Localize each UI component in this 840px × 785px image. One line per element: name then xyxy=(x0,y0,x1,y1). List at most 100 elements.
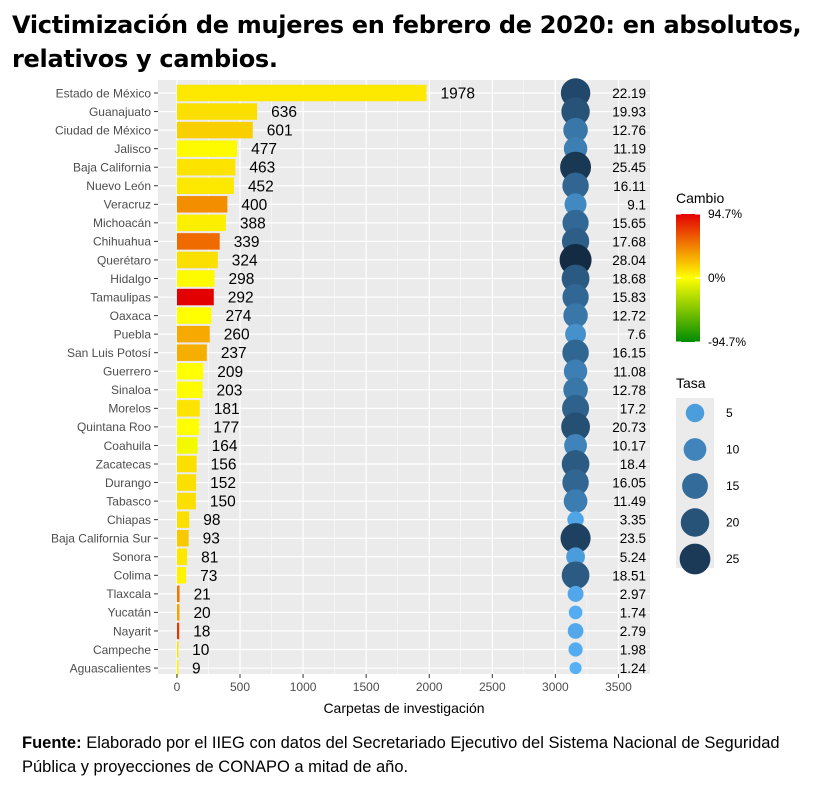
bar-value-label: 98 xyxy=(203,512,220,529)
rate-dot xyxy=(566,547,585,567)
rate-value-label: 20.73 xyxy=(612,420,646,435)
bar-value-label: 150 xyxy=(210,494,236,511)
y-tick-label: Sonora xyxy=(112,550,151,564)
bar-value-label: 156 xyxy=(211,457,237,474)
rate-value-label: 28.04 xyxy=(612,253,646,268)
y-tick-label: Jalisco xyxy=(114,142,151,156)
rate-dots xyxy=(559,78,592,675)
y-tick-label: Coahuila xyxy=(104,439,152,453)
chart-title: Victimización de mujeres en febrero de 2… xyxy=(12,11,802,73)
y-tick-label: Estado de México xyxy=(56,86,152,100)
rate-value-label: 16.15 xyxy=(612,346,646,361)
rate-value-label: 22.19 xyxy=(612,86,646,101)
rate-value-label: 16.05 xyxy=(612,476,646,491)
rate-value-label: 15.65 xyxy=(612,216,646,231)
y-tick-label: Nayarit xyxy=(113,624,152,638)
y-tick-label: Michoacán xyxy=(93,216,151,230)
rate-dot xyxy=(563,117,588,143)
y-tick-label: Guerrero xyxy=(103,365,151,379)
rate-dot xyxy=(561,561,590,590)
change-legend: Cambio 94.7% 0% -94.7% xyxy=(676,190,746,349)
rate-dot xyxy=(567,585,584,602)
bar xyxy=(176,585,180,603)
rate-dot xyxy=(562,172,589,199)
rate-dot xyxy=(562,339,589,366)
rate-dot xyxy=(560,523,591,554)
y-tick-label: Puebla xyxy=(114,327,152,341)
y-tick-label: Morelos xyxy=(108,402,151,416)
rate-dot xyxy=(568,605,583,620)
x-tick-label: 1000 xyxy=(290,680,317,694)
rate-legend-title: Tasa xyxy=(676,375,706,391)
bar xyxy=(176,288,214,306)
rate-dot xyxy=(563,359,588,383)
y-tick-label: Colima xyxy=(114,569,152,583)
rate-value-label: 2.97 xyxy=(620,587,646,602)
bar xyxy=(176,418,200,436)
rate-dot xyxy=(568,642,583,657)
rate-value-label: 11.19 xyxy=(613,142,646,157)
bar xyxy=(176,437,198,454)
rate-legend-label: 5 xyxy=(726,406,733,420)
bar-value-label: 452 xyxy=(248,178,274,195)
rate-value-label: 10.17 xyxy=(612,438,646,453)
bar-value-label: 73 xyxy=(200,568,217,585)
change-legend-ticks: 94.7% 0% -94.7% xyxy=(676,207,746,349)
rate-dot xyxy=(562,209,589,236)
bar xyxy=(176,641,179,658)
bar-value-label: 298 xyxy=(229,271,255,288)
bar xyxy=(176,492,196,510)
x-axis-label: Carpetas de investigación xyxy=(323,700,484,716)
rate-dot xyxy=(563,377,588,403)
bar xyxy=(176,363,204,380)
source-label: Fuente: xyxy=(22,734,82,752)
bar-value-label: 636 xyxy=(271,104,297,121)
y-tick-label: Oaxaca xyxy=(110,309,152,323)
rate-value-label: 7.6 xyxy=(627,327,646,342)
bar-value-label: 477 xyxy=(251,141,277,158)
rate-value-label: 12.78 xyxy=(612,383,646,398)
bar xyxy=(176,381,203,399)
colorbar-label: -94.7% xyxy=(708,335,746,349)
y-tick-label: Sinaloa xyxy=(111,383,151,397)
rate-legend-dot xyxy=(679,543,711,575)
rate-legend-label: 15 xyxy=(726,479,740,493)
bar-value-label: 1978 xyxy=(440,86,474,103)
rate-dot xyxy=(564,434,587,457)
x-tick-label: 1500 xyxy=(353,680,380,694)
rate-value-label: 3.35 xyxy=(620,513,646,528)
y-tick-label: Nuevo León xyxy=(86,179,151,193)
x-tick-label: 3000 xyxy=(542,680,569,694)
rate-dot xyxy=(560,151,592,183)
y-tick-label: Quintana Roo xyxy=(77,420,151,434)
rate-legend-dot xyxy=(682,473,708,499)
y-tick-label: Tamaulipas xyxy=(90,290,151,304)
bars xyxy=(176,84,427,677)
y-tick-label: Ciudad de México xyxy=(55,123,151,137)
rate-dot xyxy=(561,264,590,293)
bar xyxy=(176,233,220,250)
rate-dot xyxy=(567,623,584,639)
bar xyxy=(176,214,226,232)
rate-legend-dot xyxy=(683,438,707,461)
bar xyxy=(176,344,207,361)
rate-value-label: 1.74 xyxy=(620,605,647,620)
bar xyxy=(176,177,234,194)
rate-value-label: 1.98 xyxy=(620,643,646,658)
rate-legend-dot xyxy=(685,403,705,423)
rate-legend: Tasa 5 10 15 20 25 xyxy=(676,375,740,575)
y-axis: Estado de México Guanajuato Ciudad de Méxi… xyxy=(51,86,158,675)
y-tick-label: Aguascalientes xyxy=(70,661,151,675)
bar xyxy=(176,622,180,640)
bar xyxy=(176,84,427,102)
bar-value-label: 20 xyxy=(193,605,211,622)
bar xyxy=(176,548,188,565)
source-note: Fuente: Elaborado por el IIEG con datos … xyxy=(22,731,822,779)
rate-value-label: 12.76 xyxy=(612,123,646,138)
bar xyxy=(176,511,190,528)
y-tick-label: Querétaro xyxy=(97,253,151,267)
rate-value-labels: 22.19 19.93 12.76 11.19 25.45 16.11 9.1 15.65 17… xyxy=(612,86,646,676)
rate-value-label: 16.11 xyxy=(613,179,646,194)
rate-value-label: 17.2 xyxy=(620,401,646,416)
